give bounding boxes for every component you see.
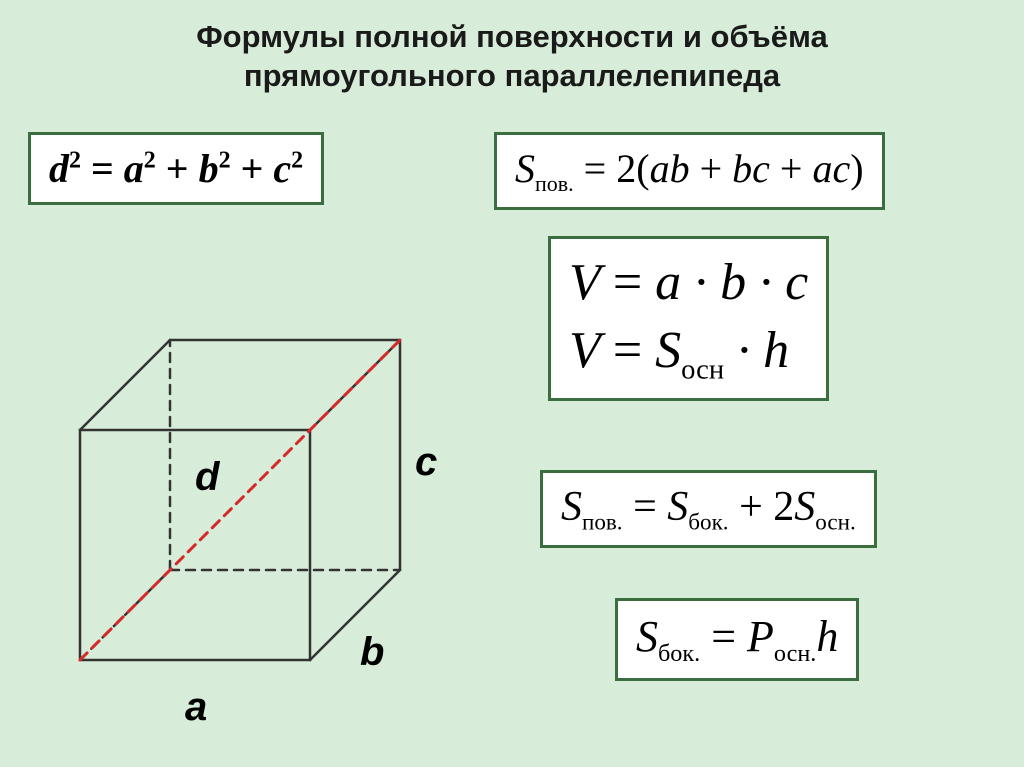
cuboid-svg <box>60 310 460 730</box>
formula-surface: Sпов. = 2(ab + bc + ac) <box>494 132 885 210</box>
cuboid-diagram: a b c d <box>60 310 460 730</box>
label-c: c <box>415 440 437 485</box>
label-a: a <box>185 685 207 730</box>
title-line2: прямоугольного параллелепипеда <box>244 58 780 93</box>
label-b: b <box>360 630 384 675</box>
title-line1: Формулы полной поверхности и объёма <box>196 19 828 54</box>
formula-diagonal: d2 = a2 + b2 + c2 <box>28 132 324 205</box>
formula-lateral: Sбок. = Pосн.h <box>615 598 859 681</box>
label-d: d <box>195 455 219 500</box>
formula-volume: V = a · b · cV = Sосн · h <box>548 236 829 401</box>
page-title: Формулы полной поверхности и объёма прям… <box>0 0 1024 96</box>
formula-surface-decomposition: Sпов. = Sбок. + 2Sосн. <box>540 470 877 548</box>
